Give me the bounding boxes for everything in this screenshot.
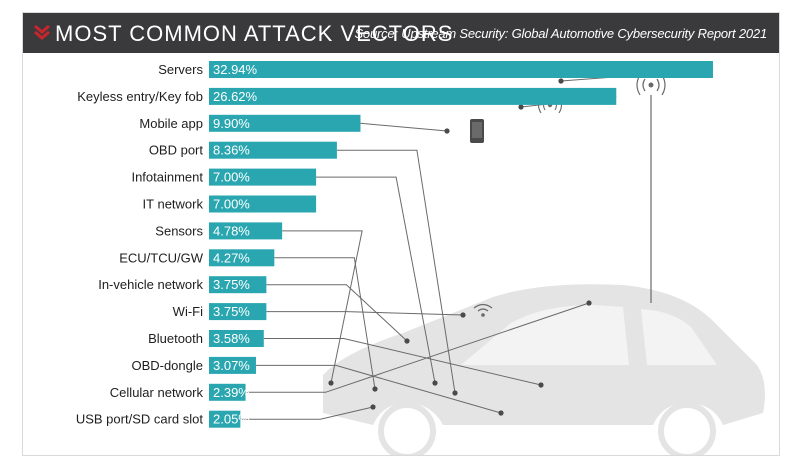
leader-line <box>255 364 502 414</box>
bar <box>209 356 256 374</box>
leader-line <box>274 257 376 390</box>
value-label: 3.75% <box>213 277 250 292</box>
bar-row-sensors: Sensors 4.78% <box>155 222 283 240</box>
bar-rows: Servers 32.94% Keyless entry/Key fob 26.62%… <box>76 61 713 428</box>
bar <box>209 249 275 267</box>
bar <box>209 410 241 428</box>
infographic-frame: MOST COMMON ATTACK VECTORS Source: Upstr… <box>22 12 780 460</box>
bar <box>209 330 264 347</box>
bar-row-it-network: IT network 7.00% <box>143 195 317 213</box>
bar-row-ecu-tcu-gw: ECU/TCU/GW 4.27% <box>119 249 275 267</box>
car-silhouette <box>323 284 765 460</box>
leader-line <box>336 149 456 394</box>
category-label: Keyless entry/Key fob <box>77 89 203 104</box>
bar-row-cellular-network: Cellular network 2.39% <box>110 383 250 401</box>
bar-row-obd-dongle: OBD-dongle 3.07% <box>131 356 256 374</box>
chevron-down-icon <box>34 24 50 40</box>
smartphone-icon <box>470 119 484 143</box>
leader-dot <box>498 410 504 416</box>
bar-row-servers: Servers 32.94% <box>158 61 713 78</box>
category-label: In-vehicle network <box>98 277 203 292</box>
value-label: 3.58% <box>213 331 250 346</box>
value-label: 32.94% <box>213 62 258 77</box>
category-label: Cellular network <box>110 385 204 400</box>
value-label: 3.07% <box>213 358 250 373</box>
bar <box>209 168 317 186</box>
value-label: 7.00% <box>213 170 250 185</box>
bar-row-bluetooth: Bluetooth 3.58% <box>148 330 264 347</box>
value-label: 2.05% <box>213 412 250 427</box>
category-label: Sensors <box>155 223 203 238</box>
category-label: Wi-Fi <box>173 304 203 319</box>
bar <box>209 276 267 294</box>
bar-row-usb-port-sd-card-slot: USB port/SD card slot 2.05% <box>76 410 250 428</box>
leader-dot <box>328 380 334 386</box>
attack-vector-bar-chart: Servers 32.94% Keyless entry/Key fob 26.62%… <box>76 61 765 460</box>
leader-dot <box>538 382 544 388</box>
category-label: Mobile app <box>139 116 203 131</box>
bar <box>209 303 267 321</box>
bar-row-keyless-entry-key-fob: Keyless entry/Key fob 26.62% <box>77 87 617 105</box>
value-label: 3.75% <box>213 304 250 319</box>
leader-line <box>266 311 464 316</box>
chart-title: MOST COMMON ATTACK VECTORS <box>55 21 454 46</box>
category-label: Infotainment <box>131 170 203 185</box>
leader-dot <box>586 300 592 306</box>
bar-row-wi-fi: Wi-Fi 3.75% <box>173 303 267 321</box>
leader-line <box>245 302 590 393</box>
bar <box>209 61 713 78</box>
leader-dot <box>558 78 564 84</box>
chart-area: Servers 32.94% Keyless entry/Key fob 26.62%… <box>23 53 779 460</box>
bar-row-obd-port: OBD port 8.36% <box>149 141 337 159</box>
value-label: 8.36% <box>213 143 250 158</box>
leader-dot <box>372 386 378 392</box>
leader-line <box>240 406 374 420</box>
category-label: Bluetooth <box>148 331 203 346</box>
value-label: 2.39% <box>213 385 250 400</box>
source-note: Source: Upstream Security: Global Automo… <box>354 26 767 41</box>
leader-line <box>266 284 408 342</box>
category-label: IT network <box>143 197 204 212</box>
category-label: Servers <box>158 62 203 77</box>
bar <box>209 87 617 105</box>
leader-dot <box>518 104 524 110</box>
leader-dot <box>404 338 410 344</box>
radio-tower-icon <box>636 74 666 303</box>
bar-row-in-vehicle-network: In-vehicle network 3.75% <box>98 276 267 294</box>
bar <box>209 222 283 240</box>
leader-dot <box>444 128 450 134</box>
bar <box>209 141 337 159</box>
header-bar: MOST COMMON ATTACK VECTORS Source: Upstr… <box>23 13 779 53</box>
leader-dot <box>460 312 466 318</box>
bar-row-mobile-app: Mobile app 9.90% <box>139 114 361 132</box>
value-label: 4.78% <box>213 223 250 238</box>
bar <box>209 195 317 213</box>
value-label: 4.27% <box>213 250 250 265</box>
category-label: USB port/SD card slot <box>76 412 204 427</box>
leader-line <box>282 230 363 384</box>
leader-dot <box>452 390 458 396</box>
value-label: 7.00% <box>213 197 250 212</box>
bar <box>209 383 246 401</box>
leader-line <box>360 122 448 132</box>
leader-dot <box>432 380 438 386</box>
category-label: OBD-dongle <box>131 358 203 373</box>
leader-line <box>316 176 436 384</box>
value-label: 9.90% <box>213 116 250 131</box>
leader-line <box>263 338 542 386</box>
category-label: OBD port <box>149 143 204 158</box>
leader-lines <box>240 69 714 420</box>
leader-dot <box>370 404 376 410</box>
value-label: 26.62% <box>213 89 258 104</box>
wifi-icon <box>473 303 493 317</box>
category-label: ECU/TCU/GW <box>119 250 204 265</box>
bar <box>209 114 361 132</box>
bar-row-infotainment: Infotainment 7.00% <box>131 168 317 186</box>
